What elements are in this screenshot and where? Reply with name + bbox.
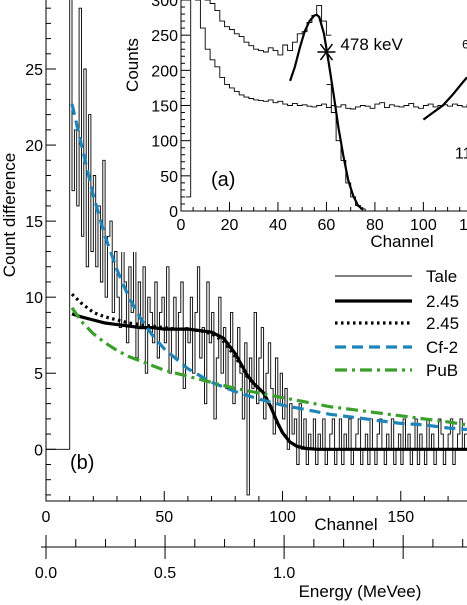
main-series-4 (70, 306, 467, 427)
energy-tick-label: 0.5 (154, 565, 176, 582)
inset-x-tick-label: 60 (318, 217, 336, 234)
main-y-tick-label: 25 (25, 62, 43, 79)
main-y-tick-label: 10 (25, 290, 43, 307)
main-x-ticks: 0 50 100 150 (42, 491, 449, 526)
main-series-3 (70, 103, 467, 432)
inset-y-tick-label: 150 (151, 99, 178, 116)
main-y-tick-label: 5 (34, 366, 43, 383)
inset-x-tick-label-cut: 1 (459, 217, 467, 234)
inset-y-axis-label: Counts (123, 38, 142, 92)
inset-series-3 (289, 13, 364, 211)
inset-x-tick-label: 20 (221, 217, 239, 234)
main-y-tick-label: 20 (25, 138, 43, 155)
inset-plot-frame (180, 0, 467, 212)
energy-axis-ticks: 0.0 0.5 1.0 (35, 535, 464, 582)
main-series-1 (71, 312, 467, 451)
main-y-tick-label: 0 (34, 442, 43, 459)
inset-x-tick-label: 100 (410, 217, 437, 234)
inset-y-tick-label: 300 (151, 0, 178, 10)
inset-y-tick-label: 0 (169, 204, 178, 221)
main-plot-frame (45, 0, 467, 502)
inset-chart: 0 20 40 60 80 100 1 0 50 100 150 200 250 300 478 keV… (118, 0, 467, 252)
inset-y-tick-label: 50 (160, 169, 178, 186)
main-x-tick-label: 0 (42, 509, 51, 526)
energy-tick-label: 1.0 (273, 565, 295, 582)
inset-x-tick-label: 0 (177, 217, 186, 234)
main-y-ticks: 0 5 10 15 20 25 (25, 7, 56, 496)
main-legend: Tale 2.45 2.45 Cf-2 PuB (335, 267, 459, 380)
main-x-tick-label: 50 (155, 509, 173, 526)
legend-label-3: Cf-2 (426, 338, 458, 357)
inset-x-tick-label: 80 (366, 217, 384, 234)
legend-label-4: PuB (426, 361, 458, 380)
marker-stroke-2 (319, 43, 334, 61)
inset-x-tick-label: 40 (269, 217, 287, 234)
inset-y-ticks: 0 50 100 150 200 250 300 (151, 0, 190, 221)
inset-y-tick-label: 200 (151, 63, 178, 80)
main-x-axis-label: Channel (314, 515, 377, 534)
energy-axis-label: Energy (MeVee) (299, 582, 422, 601)
main-x-tick-label: 100 (269, 509, 296, 526)
inset-curves (185, 0, 467, 211)
legend-label-1: 2.45 (426, 292, 459, 311)
inset-panel-label: (a) (211, 169, 235, 191)
energy-axis: 0.0 0.5 1.0 Energy (MeVee) (35, 535, 467, 601)
legend-label-2: 2.45 (426, 314, 459, 333)
main-y-axis-label: Count difference (0, 153, 19, 277)
main-panel-label: (b) (70, 452, 94, 474)
legend-label-0: Tale (426, 267, 457, 286)
inset-series-1 (185, 0, 467, 198)
main-x-tick-label: 150 (387, 509, 414, 526)
inset-annotation-right-upper: 6 (462, 38, 467, 52)
inset-x-axis-label: Channel (370, 232, 433, 251)
inset-peak-annotation: 478 keV (340, 35, 403, 54)
main-y-tick-label: 15 (25, 214, 43, 231)
energy-tick-label: 0.0 (35, 565, 57, 582)
inset-y-tick-label: 100 (151, 134, 178, 151)
inset-annotation-right-lower: 11 (455, 146, 467, 163)
inset-peak-marker (317, 43, 336, 61)
inset-y-tick-label: 250 (151, 28, 178, 45)
inset-series-4 (422, 76, 467, 121)
